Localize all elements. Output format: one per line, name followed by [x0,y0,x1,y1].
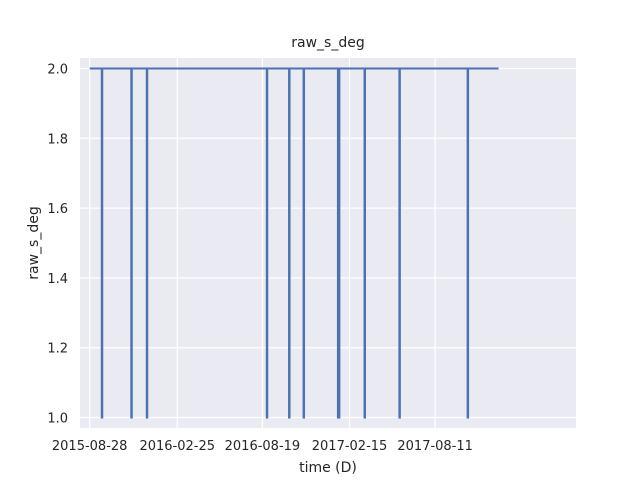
y-tick-label: 1.6 [47,202,68,217]
x-tick-labels: 2015-08-28 2016-02-25 2016-08-19 2017-02-15… [52,439,473,454]
series-line [89,67,499,419]
y-tick-label: 1.2 [47,342,68,357]
y-axis-label: raw_s_deg [26,206,42,279]
x-tick-label: 2016-02-25 [139,439,215,454]
y-tick-label: 1.0 [47,412,68,427]
series-group [89,67,499,419]
x-tick-label: 2015-08-28 [52,439,128,454]
y-tick-label: 2.0 [47,62,68,77]
y-tick-label: 1.4 [47,272,68,287]
plot-background [80,58,576,428]
y-tick-label: 1.8 [47,132,68,147]
y-tick-labels: 1.0 1.2 1.4 1.6 1.8 2.0 [47,62,68,426]
x-tick-label: 2017-02-15 [312,439,388,454]
x-axis-label: time (D) [299,460,357,476]
x-tick-label: 2016-08-19 [225,439,301,454]
x-tick-label: 2017-08-11 [397,439,473,454]
chart-title: raw_s_deg [291,35,364,51]
